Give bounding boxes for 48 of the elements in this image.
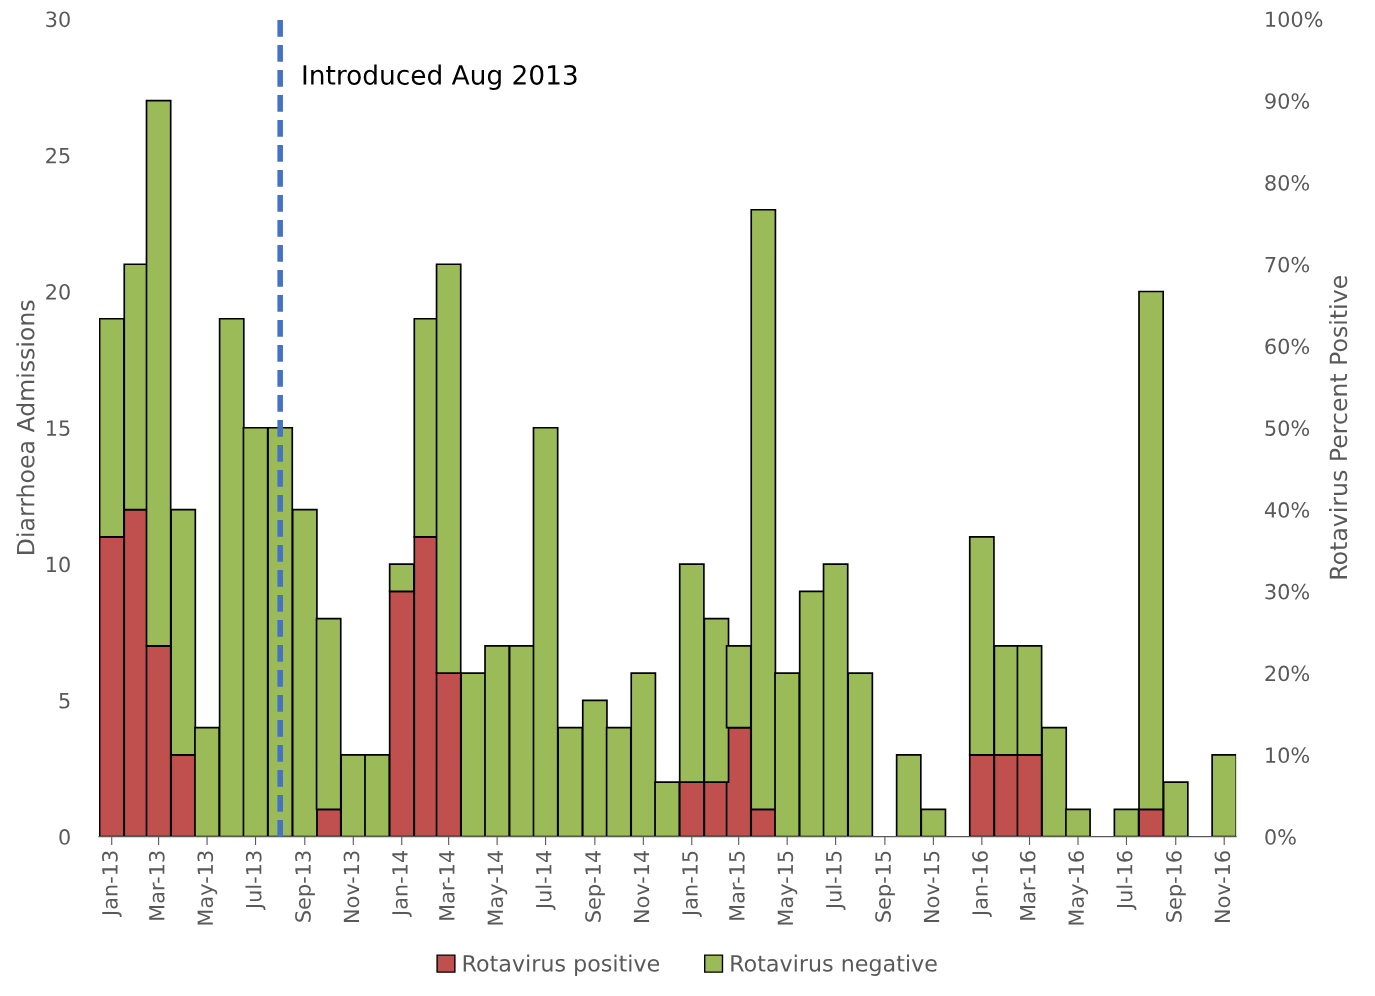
x-tick-label: Mar-15 bbox=[729, 851, 745, 920]
x-tick-label: Mar-16 bbox=[1019, 851, 1036, 920]
y2-tick-label: 50% bbox=[1265, 420, 1310, 436]
legend-label: Rotavirus negative bbox=[731, 954, 937, 976]
bar bbox=[1211, 754, 1237, 837]
x-tick-label: Jan-13 bbox=[102, 851, 122, 918]
x-tick-label: Nov-13 bbox=[343, 851, 360, 922]
y-tick-label: 15 bbox=[47, 420, 70, 436]
y2-tick-label: 40% bbox=[1264, 502, 1310, 518]
y2-tick-label: 30% bbox=[1265, 583, 1310, 600]
x-tick-label: Jul-14 bbox=[535, 851, 556, 911]
x-tick-label: Sep-13 bbox=[295, 851, 315, 922]
legend-label: Rotavirus positive bbox=[463, 954, 660, 976]
y-tick-label: 10 bbox=[47, 556, 70, 573]
x-tick-label: Sep-16 bbox=[1166, 851, 1186, 922]
x-tick-label: Jul-13 bbox=[245, 851, 266, 911]
y-tick-label: 30 bbox=[46, 11, 70, 28]
x-tick-label: Jan-14 bbox=[392, 851, 412, 918]
x-tick-label: Mar-14 bbox=[439, 851, 455, 920]
x-tick-label: Sep-15 bbox=[875, 851, 895, 922]
y-tick-label: 0 bbox=[59, 829, 70, 845]
x-tick-label: May-14 bbox=[487, 851, 508, 925]
x-tick-label: Mar-13 bbox=[148, 851, 165, 920]
x-tick-label: May-13 bbox=[197, 851, 218, 925]
y2-tick-label: 60% bbox=[1265, 338, 1310, 355]
x-tick-label: Sep-14 bbox=[585, 851, 605, 922]
x-tick-label: Nov-15 bbox=[923, 851, 940, 922]
y2-tick-label: 10% bbox=[1266, 747, 1310, 764]
y-tick-label: 20 bbox=[46, 283, 70, 300]
x-tick-label: Nov-16 bbox=[1214, 851, 1231, 922]
y2-tick-label: 100% bbox=[1266, 11, 1323, 28]
y2-axis-title: Rotavirus Percent Positive bbox=[1329, 276, 1348, 579]
x-tick-label: May-16 bbox=[1068, 851, 1089, 925]
y-axis-title: Diarrhoea Admissions bbox=[16, 300, 35, 554]
y-tick-label: 25 bbox=[46, 147, 70, 164]
x-tick-label: Nov-14 bbox=[633, 851, 650, 922]
x-tick-label: Jan-16 bbox=[972, 851, 992, 918]
ref-line-label: Introduced Aug 2013 bbox=[303, 64, 577, 91]
y2-tick-label: 20% bbox=[1265, 665, 1310, 682]
x-tick-label: Jan-15 bbox=[682, 851, 702, 918]
x-tick-label: Jul-16 bbox=[1116, 851, 1137, 911]
x-tick-label: Jul-15 bbox=[825, 851, 846, 911]
y2-tick-label: 0% bbox=[1265, 829, 1296, 845]
y-tick-label: 5 bbox=[59, 693, 70, 709]
y2-tick-label: 70% bbox=[1265, 256, 1310, 273]
x-tick-label: May-15 bbox=[777, 851, 798, 925]
y2-tick-label: 90% bbox=[1265, 93, 1310, 109]
y2-tick-label: 80% bbox=[1265, 174, 1310, 191]
